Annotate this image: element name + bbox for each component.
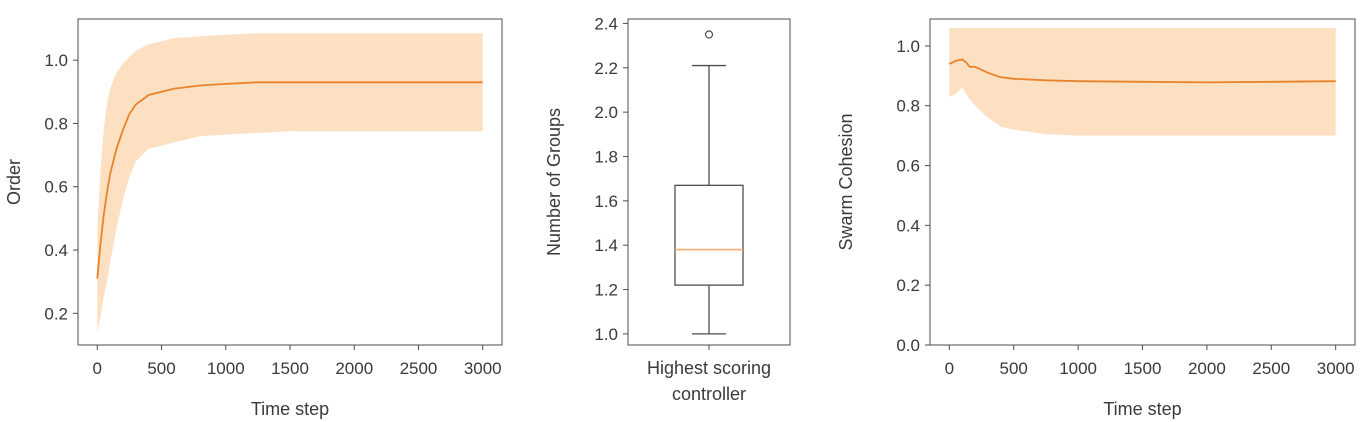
y-tick-label: 2.2	[594, 59, 618, 78]
x-tick-label: 500	[147, 359, 175, 378]
y-tick-label: 1.4	[594, 236, 618, 255]
y-tick-label: 0.2	[896, 276, 920, 295]
x-tick-label: 2000	[1188, 359, 1226, 378]
x-tick-label: 1500	[1124, 359, 1162, 378]
y-tick-label: 0.4	[896, 216, 920, 235]
y-tick-label: 0.6	[44, 178, 68, 197]
y-tick-label: 1.0	[44, 51, 68, 70]
cohesion-chart: 0 500 1000 1500 2000 2500 3000 0.0 0.2 0.4 0.6 0.8 1…	[836, 18, 1356, 419]
x-tick-label: 1000	[207, 359, 245, 378]
outlier-point	[704, 30, 714, 39]
x-tick-label: 3000	[1317, 359, 1355, 378]
y-axis-label: Order	[4, 159, 24, 205]
y-tick-label: 0.8	[896, 97, 920, 116]
x-tick-label: 2500	[400, 359, 438, 378]
y-tick-label: 1.0	[594, 325, 618, 344]
groups-boxplot: 1.0 1.2 1.4 1.6 1.8 2.0 2.2 2.4 Highest scoring c…	[544, 14, 791, 404]
x-tick-label-line2: controller	[672, 384, 746, 404]
x-tick-label: 2000	[335, 359, 373, 378]
y-tick-label: 0.4	[44, 241, 68, 260]
y-tick-label: 1.0	[896, 37, 920, 56]
order-chart: 0 500 1000 1500 2000 2500 3000 0.2 0.4 0.6 0.8 1.0 T…	[4, 18, 503, 419]
y-tick-label: 0.6	[896, 157, 920, 176]
y-tick-label: 0.0	[896, 336, 920, 355]
y-tick-label: 2.4	[594, 14, 618, 33]
x-tick-label: 2500	[1252, 359, 1290, 378]
y-axis-label: Number of Groups	[544, 108, 564, 256]
y-tick-label: 1.6	[594, 192, 618, 211]
mean-line	[948, 58, 1336, 84]
std-band	[97, 33, 483, 333]
y-tick-label: 1.2	[594, 281, 618, 300]
x-tick-label: 1500	[271, 359, 309, 378]
x-axis-label: Time step	[251, 399, 329, 419]
y-tick-label: 2.0	[594, 103, 618, 122]
y-tick-label: 0.8	[44, 114, 68, 133]
x-tick-label: 1000	[1059, 359, 1097, 378]
y-tick-label: 0.2	[44, 304, 68, 323]
y-tick-label: 1.8	[594, 147, 618, 166]
x-axis-label: Time step	[1103, 399, 1181, 419]
x-tick-label: 0	[945, 359, 954, 378]
x-tick-label-line1: Highest scoring	[647, 358, 771, 378]
mean-line	[96, 81, 483, 279]
x-tick-label: 500	[1000, 359, 1028, 378]
y-axis-label: Swarm Cohesion	[836, 113, 856, 250]
iqr-box	[674, 184, 744, 286]
x-tick-label: 0	[93, 359, 102, 378]
x-tick-label: 3000	[464, 359, 502, 378]
